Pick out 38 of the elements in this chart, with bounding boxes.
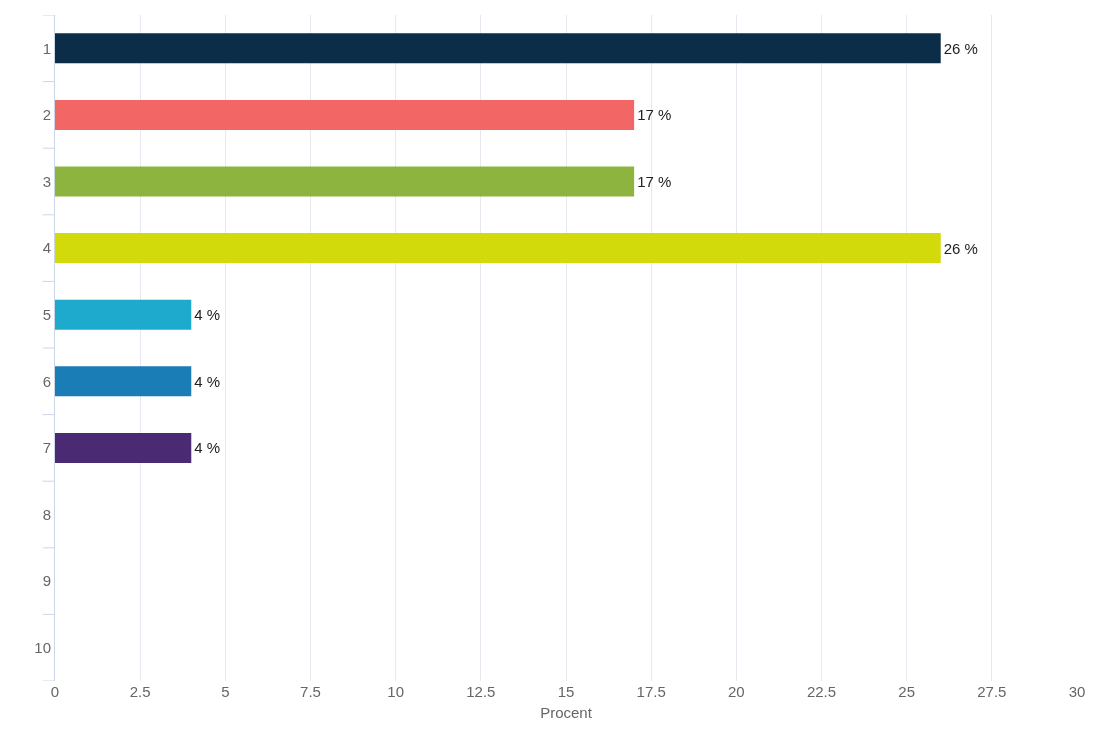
- x-tick-label: 15: [557, 683, 575, 700]
- x-tick-label: 22.5: [806, 683, 837, 700]
- bar: [55, 299, 192, 330]
- data-label: 4 %: [194, 372, 221, 390]
- y-tick-label: 1: [42, 39, 51, 57]
- data-label: 4 %: [194, 439, 221, 457]
- data-label: 17 %: [637, 173, 672, 190]
- data-label: 4 %: [194, 306, 221, 324]
- y-tick-label: 3: [42, 172, 51, 190]
- x-tick-label: 0: [50, 683, 60, 700]
- y-tick-label: 9: [42, 572, 51, 590]
- y-tick-label: 4: [42, 239, 51, 257]
- bar: [55, 166, 635, 197]
- y-tick-label: 8: [42, 505, 51, 523]
- y-tick-label: 7: [42, 439, 51, 457]
- x-tick-label: 30: [1068, 683, 1086, 700]
- bar: [55, 366, 192, 397]
- x-tick-label: 10: [387, 683, 405, 700]
- x-tick-label: 27.5: [977, 683, 1007, 700]
- y-tick-label: 10: [34, 638, 51, 656]
- data-label: 17 %: [637, 106, 672, 124]
- y-tick-label: 6: [42, 372, 51, 390]
- x-tick-label: 5: [221, 683, 230, 700]
- x-axis-title: Procent: [540, 704, 593, 721]
- x-tick-label: 2.5: [129, 683, 151, 700]
- data-label: 26 %: [943, 39, 978, 57]
- bar: [55, 99, 635, 130]
- data-label: 26 %: [943, 239, 978, 257]
- y-tick-label: 2: [42, 106, 51, 124]
- x-tick-label: 17.5: [636, 683, 666, 700]
- bar: [55, 233, 941, 264]
- x-tick-label: 7.5: [300, 683, 321, 700]
- x-tick-label: 12.5: [466, 683, 496, 700]
- bar: [55, 432, 192, 463]
- bar: [55, 33, 941, 64]
- x-tick-label: 25: [898, 683, 916, 700]
- x-tick-label: 20: [727, 683, 745, 700]
- y-tick-label: 5: [42, 305, 51, 323]
